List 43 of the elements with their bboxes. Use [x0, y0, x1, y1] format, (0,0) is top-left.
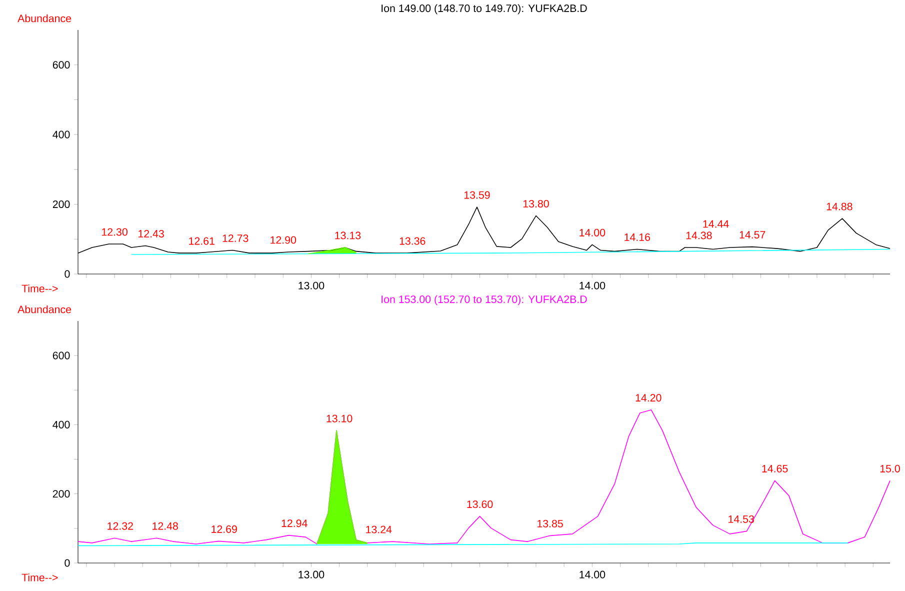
annotation: 12.73	[222, 234, 248, 242]
annotation: 14.57	[740, 231, 766, 239]
chart-title: Ion 149.00 (148.70 to 149.70): YUFKA2B.D	[382, 4, 587, 14]
annotation: 13.24	[366, 526, 392, 534]
annotation: 12.69	[212, 525, 237, 533]
annotation: 12.61	[189, 237, 214, 245]
y-tick-label: 200	[52, 200, 70, 208]
y-tick-label: 0	[64, 559, 70, 567]
annotation: 13.10	[326, 414, 352, 422]
annotation: 13.59	[464, 191, 490, 199]
annotation: 13.13	[335, 232, 361, 240]
annotation: 12.90	[270, 236, 296, 244]
x-axis-title: Time-->	[22, 573, 58, 582]
annotation: 14.65	[762, 464, 788, 472]
y-axis-title: Abundance	[18, 305, 72, 314]
y-tick-label: 600	[52, 352, 70, 360]
annotation: 12.43	[138, 230, 164, 238]
x-tick-label: 13.00	[298, 282, 324, 290]
y-tick-label: 600	[52, 61, 70, 69]
y-axis-title: Abundance	[18, 14, 72, 22]
annotation: 12.48	[152, 522, 178, 530]
annotation: 13.85	[538, 520, 563, 528]
annotation: 13.60	[467, 500, 493, 508]
annotation: 13.36	[400, 237, 426, 245]
y-tick-label: 200	[52, 490, 70, 498]
annotation: 13.80	[523, 200, 549, 208]
annotation: 12.30	[102, 228, 128, 236]
chart-title: Ion 153.00 (152.70 to 153.70): YUFKA2B.D	[382, 295, 587, 306]
x-axis-title: Time-->	[22, 284, 58, 292]
y-tick-label: 0	[64, 270, 70, 278]
annotation: 15.0	[880, 464, 900, 472]
annotation: 14.38	[686, 232, 712, 240]
annotation: 14.53	[728, 515, 754, 523]
annotation: 14.20	[636, 394, 662, 402]
annotation: 14.88	[826, 202, 852, 210]
y-tick-label: 400	[52, 420, 70, 428]
y-tick-label: 400	[52, 130, 70, 138]
annotation: 14.44	[703, 220, 729, 228]
annotation: 12.94	[282, 520, 308, 528]
annotation: 12.32	[108, 522, 133, 530]
annotation: 14.16	[624, 233, 650, 241]
annotation: 14.00	[580, 228, 606, 236]
x-tick-label: 13.00	[298, 570, 324, 578]
